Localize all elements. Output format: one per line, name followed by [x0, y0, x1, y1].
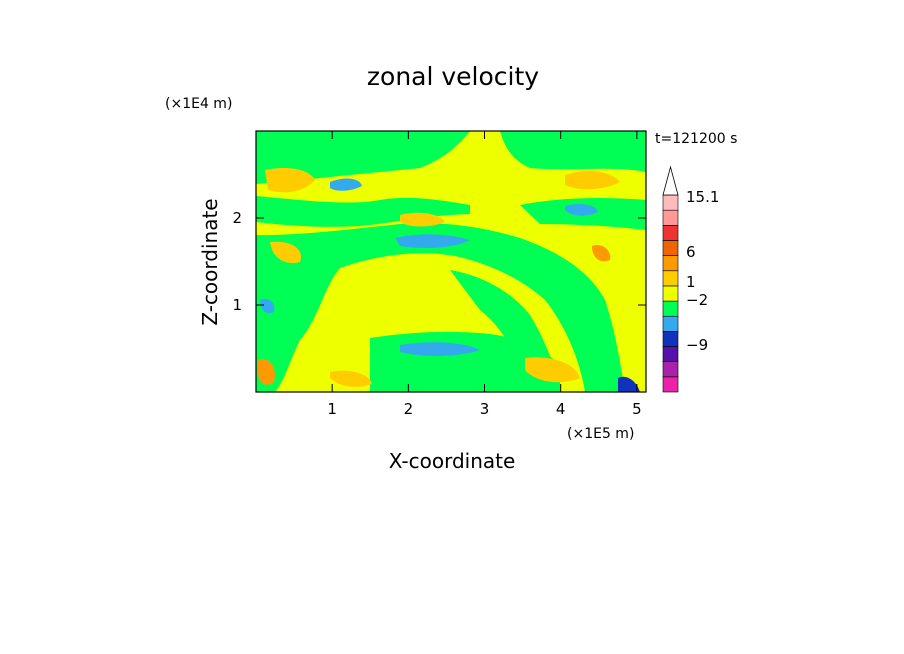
colorbar-level [662, 270, 679, 287]
y-unit-label: (×1E4 m) [165, 96, 232, 112]
contour-region [265, 168, 315, 193]
colorbar-label: 15.1 [686, 188, 719, 206]
plot-frame [255, 130, 647, 393]
colorbar-level [662, 376, 679, 393]
colorbar-level [662, 209, 679, 226]
contour-region [565, 170, 620, 190]
colorbar: 15.1 6 1−2 −9 [662, 165, 719, 393]
colorbar-level [662, 285, 679, 302]
contour-region [618, 376, 640, 392]
colorbar-level [662, 361, 679, 378]
x-unit-label: (×1E5 m) [567, 426, 634, 442]
colorbar-extend-max [662, 165, 679, 196]
x-tick-label: 5 [632, 400, 642, 418]
contour-region [260, 298, 275, 314]
y-axis: 12 [232, 209, 646, 314]
x-tick-label: 1 [327, 400, 337, 418]
x-tick-label: 3 [480, 400, 490, 418]
colorbar-level [662, 255, 679, 272]
chart-title: zonal velocity [367, 62, 539, 91]
contour-region [525, 357, 580, 383]
contour-region [400, 212, 445, 227]
colorbar-label: −2 [686, 291, 708, 309]
contour-region [330, 370, 372, 387]
contour-region [565, 204, 598, 216]
x-tick-label: 4 [556, 400, 566, 418]
colorbar-level [662, 240, 679, 256]
y-tick-label: 2 [232, 209, 242, 227]
contour-region [330, 178, 362, 191]
time-label: t=121200 s [655, 131, 737, 147]
contour-region [256, 223, 625, 392]
colorbar-level [662, 194, 679, 211]
y-axis-title: Z-coordinate [198, 198, 222, 325]
contour-region [258, 359, 275, 385]
contour-region [395, 234, 470, 248]
x-tick-label: 2 [404, 400, 414, 418]
contour-region [500, 131, 646, 172]
colorbar-level [662, 300, 679, 317]
contour-region [256, 131, 470, 184]
y-tick-label: 1 [232, 296, 242, 314]
contour-region [400, 342, 480, 356]
x-axis-title: X-coordinate [389, 449, 516, 473]
colorbar-level [662, 225, 679, 241]
contour-region [592, 244, 611, 262]
colorbar-level [662, 346, 679, 362]
contour-region [256, 196, 470, 227]
colorbar-label: 6 [686, 243, 696, 261]
colorbar-label: 1 [686, 273, 696, 291]
contour-field [256, 131, 646, 392]
colorbar-level [662, 315, 679, 332]
x-axis: 1 2 3 4 5 [327, 131, 642, 418]
colorbar-level [662, 331, 679, 347]
colorbar-label: −9 [686, 336, 708, 354]
contour-region [270, 241, 301, 264]
